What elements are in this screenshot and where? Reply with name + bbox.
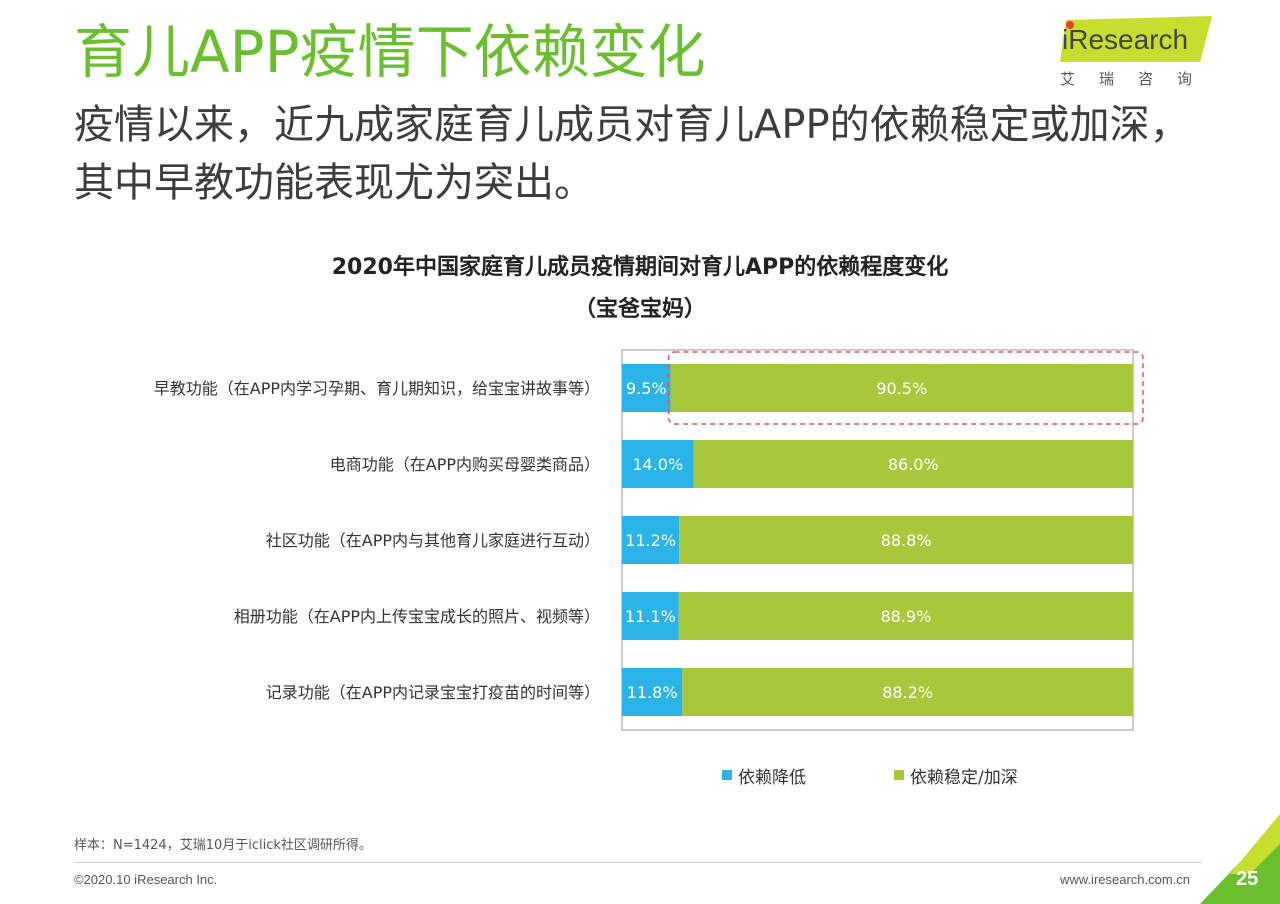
logo-text: iResearch [1062, 24, 1189, 55]
bar-segment-decrease [622, 516, 680, 564]
slide-subtitle: 疫情以来，近九成家庭育儿成员对育儿APP的依赖稳定或加深，其中早教功能表现尤为突… [74, 102, 1190, 206]
data-label: 9.5% [626, 379, 667, 398]
bar-segment-stable [670, 364, 1133, 412]
data-label: 88.8% [881, 531, 932, 550]
legend-label-decrease: 依赖降低 [738, 767, 806, 788]
data-label: 11.1% [625, 607, 676, 626]
legend-item-decrease: 依赖降低 [722, 762, 806, 788]
category-label: 记录功能（在APP内记录宝宝打疫苗的时间等） [266, 683, 600, 702]
category-label: 相册功能（在APP内上传宝宝成长的照片、视频等） [234, 607, 600, 626]
data-label: 11.8% [627, 683, 678, 702]
legend-swatch-decrease [722, 770, 732, 780]
sample-note: 样本：N=1424，艾瑞10月于iclick社区调研所得。 [74, 838, 372, 853]
iresearch-logo: iResearch 艾瑞咨询 [1052, 10, 1218, 90]
bar-segment-decrease [622, 592, 679, 640]
copyright-text: ©2020.10 iResearch Inc. [74, 872, 218, 887]
logo-cn-text: 艾瑞咨询 [1060, 70, 1217, 88]
bar-segment-stable [693, 440, 1133, 488]
legend-item-stable: 依赖稳定/加深 [894, 762, 1018, 788]
data-label: 88.2% [882, 683, 933, 702]
slide-title: 育儿APP疫情下依赖变化 [74, 18, 706, 86]
chart-subtitle: （宝爸宝妈） [573, 297, 706, 322]
data-label: 90.5% [876, 379, 927, 398]
website-text: www.iresearch.com.cn [1060, 872, 1191, 887]
bar-segment-stable [678, 592, 1133, 640]
page-number: 25 [1236, 868, 1259, 890]
data-label: 14.0% [632, 455, 683, 474]
legend-label-stable: 依赖稳定/加深 [910, 767, 1018, 788]
legend-swatch-stable [894, 770, 904, 780]
bar-segment-decrease [622, 668, 683, 716]
logo-badge-icon [1060, 16, 1212, 62]
data-label: 88.9% [880, 607, 931, 626]
bar-segment-stable [682, 668, 1133, 716]
category-label: 社区功能（在APP内与其他育儿家庭进行互动） [266, 531, 600, 550]
chart-title: 2020年中国家庭育儿成员疫情期间对育儿APP的依赖程度变化 [331, 255, 949, 280]
stacked-bar-chart: 早教功能（在APP内学习孕期、育儿期知识，给宝宝讲故事等） 9.5% 90.5% 电商… [154, 349, 1144, 731]
bar-segment-decrease [622, 364, 671, 412]
data-label: 86.0% [888, 455, 939, 474]
footer-divider [74, 862, 1202, 863]
bar-segment-stable [679, 516, 1133, 564]
category-label: 早教功能（在APP内学习孕期、育儿期知识，给宝宝讲故事等） [154, 379, 600, 398]
corner-decoration-icon [1200, 814, 1280, 904]
category-label: 电商功能（在APP内购买母婴类商品） [330, 455, 600, 474]
bar-segment-decrease [622, 440, 694, 488]
data-label: 11.2% [625, 531, 676, 550]
